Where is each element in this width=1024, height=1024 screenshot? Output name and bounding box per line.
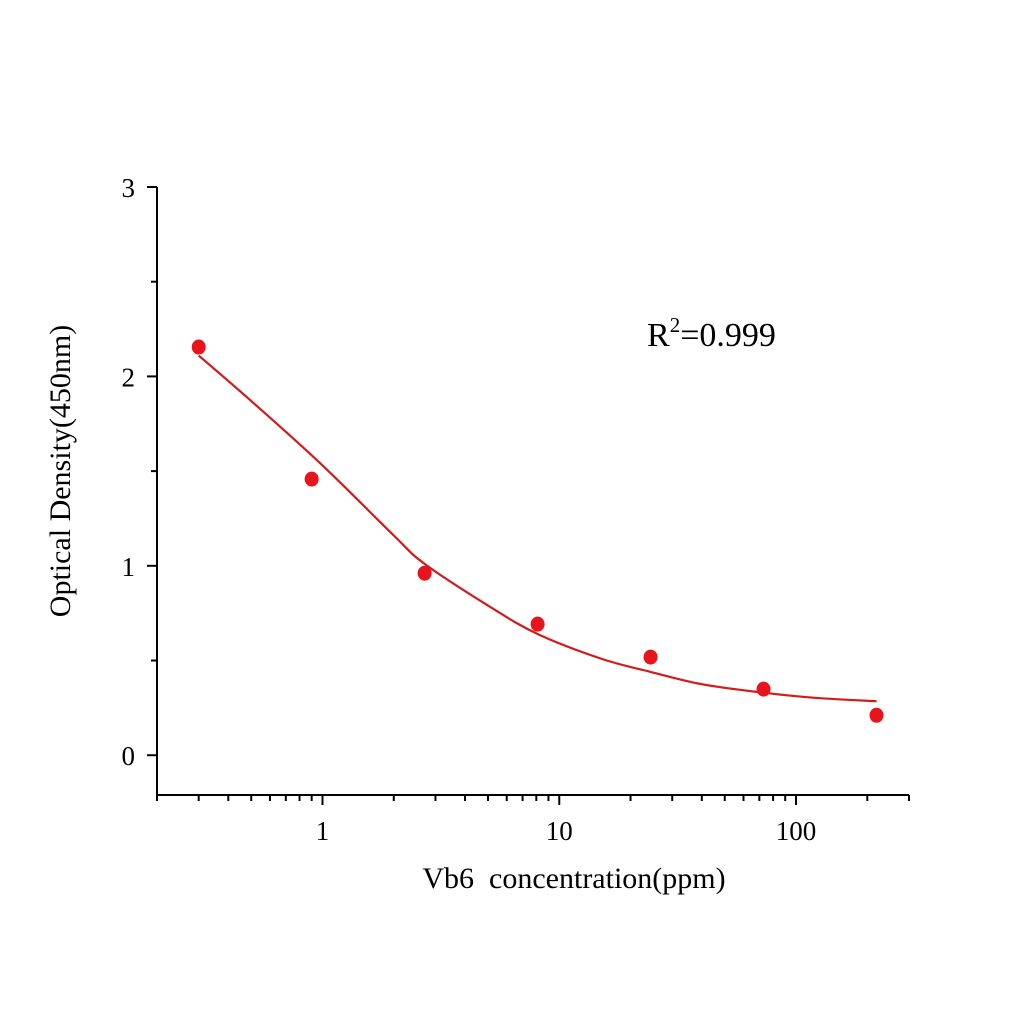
data-point	[756, 681, 771, 697]
r-sup: 2	[670, 313, 681, 337]
data-point	[643, 649, 658, 665]
ticks: 0 1 2 3 1 10 100	[122, 173, 910, 846]
fit-curve	[197, 354, 877, 703]
axes	[156, 187, 909, 796]
r-value: =0.999	[680, 317, 776, 354]
y-tick-label: 2	[122, 362, 136, 392]
r-base: R	[647, 317, 670, 354]
y-tick-label: 1	[122, 552, 136, 582]
data-point	[530, 616, 545, 632]
x-tick-label: 100	[776, 816, 817, 846]
data-points	[191, 339, 884, 723]
x-tick-label: 10	[546, 816, 573, 846]
y-axis-label: Optical Density(450nm)	[44, 325, 77, 617]
x-axis-label: Vb6 concentration(ppm)	[422, 862, 725, 895]
x-tick-label: 1	[316, 816, 330, 846]
y-tick-label: 0	[122, 741, 136, 771]
data-point	[304, 471, 319, 487]
y-tick-label: 3	[122, 173, 136, 203]
data-point	[417, 565, 432, 581]
data-point	[869, 707, 884, 723]
data-point	[191, 339, 206, 355]
r-squared-annotation: R2=0.999	[647, 313, 776, 354]
